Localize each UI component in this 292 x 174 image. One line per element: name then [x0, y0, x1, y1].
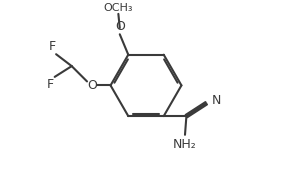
Text: F: F: [48, 40, 56, 53]
Text: N: N: [212, 94, 221, 107]
Text: OCH₃: OCH₃: [104, 3, 133, 13]
Text: F: F: [47, 78, 54, 91]
Text: NH₂: NH₂: [173, 138, 197, 151]
Text: O: O: [115, 20, 125, 33]
Text: O: O: [87, 79, 97, 92]
